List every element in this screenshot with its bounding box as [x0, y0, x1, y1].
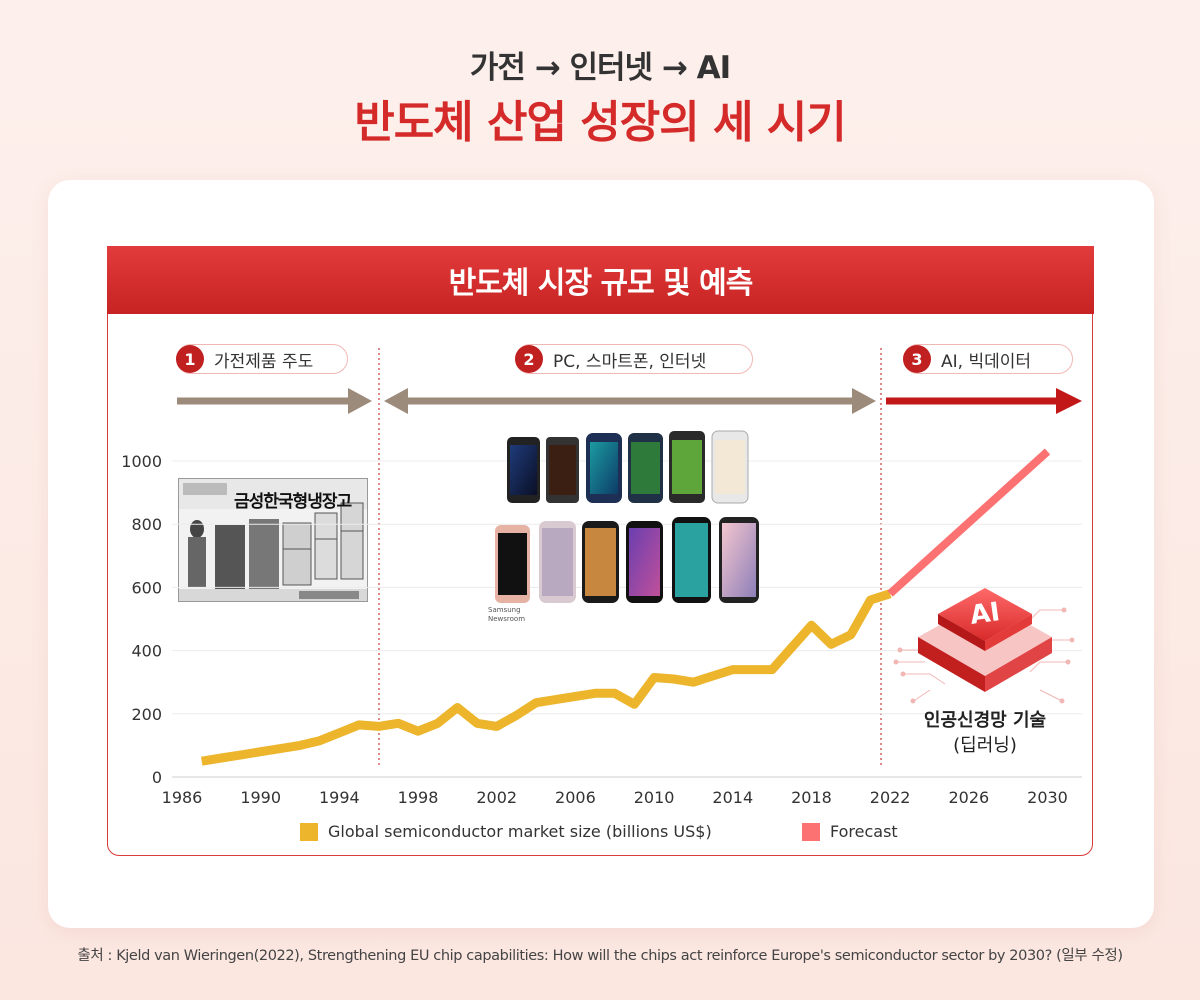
x-tick-label: 2010 [634, 788, 675, 807]
phase-pill-2: 2 PC, 스마트폰, 인터넷 [515, 344, 753, 374]
ai-caption: 인공신경망 기술 (딥러닝) [905, 708, 1065, 758]
x-tick-label: 2018 [791, 788, 832, 807]
y-tick-label: 800 [131, 515, 162, 534]
phase-arrow-2 [384, 388, 876, 414]
x-tick-label: 2002 [476, 788, 517, 807]
fridge-ad-graphic [179, 479, 367, 601]
source-citation: 출처 : Kjeld van Wieringen(2022), Strength… [0, 944, 1200, 965]
credit-line-1: Samsung [488, 606, 521, 614]
y-tick-label: 0 [152, 768, 162, 787]
x-tick-label: 1990 [240, 788, 281, 807]
phase-arrow-1 [177, 388, 372, 414]
legend-label-market: Global semiconductor market size (billio… [328, 822, 712, 841]
source-text: Kjeld van Wieringen(2022), Strengthening… [116, 948, 1123, 964]
legend-swatch-forecast [802, 822, 820, 841]
phase-arrow-3 [886, 388, 1082, 414]
x-tick-label: 1994 [319, 788, 360, 807]
series-line-forecast [887, 448, 1051, 597]
phase-pill-3: 3 AI, 빅데이터 [903, 344, 1073, 374]
header-title: 반도체 산업 성장의 세 시기 [354, 97, 847, 148]
fridge-advertisement-image: 금성한국형냉장고 [178, 478, 368, 602]
phase-pill-1: 1 가전제품 주도 [176, 344, 348, 374]
y-tick-label: 1000 [121, 452, 162, 471]
smartphones-image [495, 430, 759, 603]
phase-number-3: 3 [903, 345, 931, 373]
x-tick-label: 2030 [1027, 788, 1068, 807]
x-tick-label: 2014 [712, 788, 753, 807]
phase-label-3: AI, 빅데이터 [941, 351, 1032, 372]
phase-label-1: 가전제품 주도 [214, 351, 314, 372]
source-prefix: 출처 : [77, 948, 117, 964]
ai-chip-image: AI [893, 588, 1075, 704]
x-axis-ticks: 1986 1990 1994 1998 2002 2006 2010 2014 2018 2022… [162, 788, 1068, 807]
y-tick-label: 200 [131, 705, 162, 724]
ai-caption-subtitle: (딥러닝) [953, 735, 1017, 756]
series-line-market [200, 589, 892, 766]
legend-label-forecast: Forecast [830, 822, 898, 841]
x-tick-label: 2006 [555, 788, 596, 807]
legend-item-market: Global semiconductor market size (billio… [300, 822, 712, 841]
ai-chip-label: AI [968, 597, 1002, 631]
phase-number-1: 1 [176, 345, 204, 373]
credit-line-2: Newsroom [488, 615, 526, 623]
x-tick-label: 1998 [398, 788, 439, 807]
phase-number-2: 2 [515, 345, 543, 373]
legend-item-forecast: Forecast [802, 822, 898, 841]
x-tick-label: 2026 [948, 788, 989, 807]
phone-row-bottom [495, 517, 759, 603]
phone-row-top [507, 430, 749, 504]
x-tick-label: 2022 [870, 788, 911, 807]
chart-series [200, 448, 1051, 766]
y-tick-label: 400 [131, 642, 162, 661]
phase-label-2: PC, 스마트폰, 인터넷 [553, 351, 707, 372]
x-tick-label: 1986 [162, 788, 203, 807]
ai-caption-title: 인공신경망 기술 [923, 710, 1047, 731]
y-tick-label: 600 [131, 578, 162, 597]
legend-swatch-market [300, 822, 318, 841]
header-eyebrow: 가전 → 인터넷 → AI [469, 50, 731, 86]
y-axis-ticks: 0 200 400 600 800 1000 [121, 452, 162, 787]
fridge-ad-title: 금성한국형냉장고 [234, 492, 352, 512]
phone-image-credit: Samsung Newsroom [488, 606, 525, 624]
chart-banner-title: 반도체 시장 규모 및 예측 [107, 246, 1094, 314]
